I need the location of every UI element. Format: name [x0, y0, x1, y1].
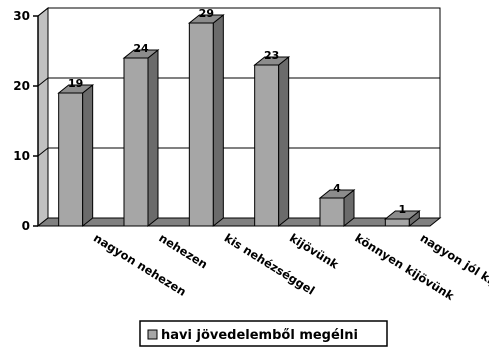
y-tick-label: 0 [22, 219, 30, 233]
x-category-label: nagyon jól kijövünk [418, 231, 489, 310]
legend-box [139, 320, 388, 347]
y-tick-label: 30 [13, 9, 30, 23]
data-label: 24 [133, 42, 149, 55]
data-label: 23 [264, 49, 279, 62]
bar-front [384, 218, 410, 227]
gridline-side [37, 77, 49, 87]
x-category-label: nehezen [156, 231, 210, 272]
bar-top [57, 84, 95, 94]
data-label: 4 [333, 182, 341, 195]
bar [253, 55, 291, 228]
legend: havi jövedelemből megélni [139, 320, 388, 347]
legend-swatch [147, 329, 158, 340]
data-label: 29 [199, 7, 214, 20]
bar-side [212, 13, 224, 228]
bar-top [253, 56, 291, 66]
data-labels: 19 24 29 23 4 1 [68, 7, 406, 216]
bar-top [122, 49, 160, 59]
bar-side [278, 55, 290, 228]
bar-front [319, 197, 345, 227]
side-wall [37, 6, 49, 228]
bar [122, 48, 160, 228]
bar [57, 83, 95, 228]
data-label: 1 [399, 203, 407, 216]
bar-top [383, 210, 421, 220]
bar [187, 13, 225, 228]
gridline-side [37, 147, 49, 157]
y-tick-label: 20 [13, 79, 30, 93]
x-category-label: kijövünk [287, 231, 341, 272]
bar-side [147, 48, 159, 228]
legend-entry: havi jövedelemből megélni [161, 328, 358, 343]
bar [318, 188, 356, 228]
bar-side [82, 83, 94, 228]
back-wall [47, 7, 441, 219]
bar-top [318, 189, 356, 199]
y-axis: 0 10 20 30 [13, 9, 39, 233]
chart-walls [36, 6, 442, 228]
bar [383, 209, 421, 228]
bar-front [58, 92, 84, 227]
bar-front [188, 22, 214, 227]
floor [36, 217, 442, 227]
gridline-side [37, 7, 49, 17]
bar-front [123, 57, 149, 227]
bar-front [254, 64, 280, 227]
gridlines [37, 7, 440, 157]
bar-top [187, 14, 225, 24]
bars [57, 13, 421, 228]
y-tick-label: 10 [13, 149, 30, 163]
data-label: 19 [68, 77, 83, 90]
